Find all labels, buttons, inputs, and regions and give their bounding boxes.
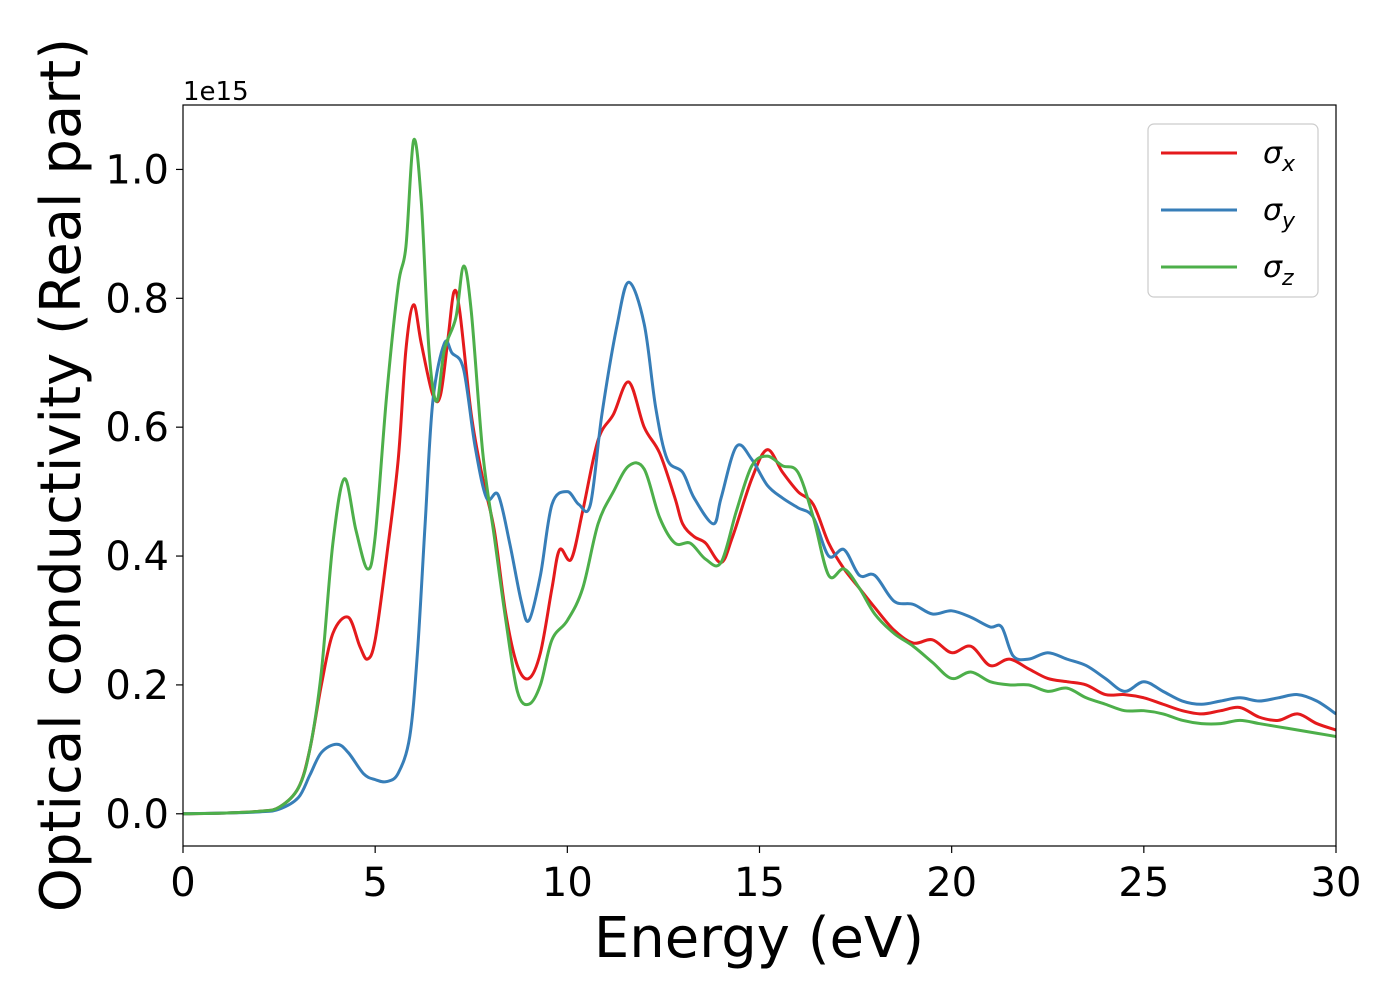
series-line-y [183,280,1336,816]
legend-label-z: σz [1263,250,1294,291]
legend-label-x: σx [1263,136,1296,177]
y-tick-label: 0.0 [105,792,169,838]
y-offset-label: 1e15 [183,77,249,107]
x-tick-label: 30 [1311,860,1362,906]
y-tick-label: 0.2 [105,663,169,709]
legend-label-y: σy [1263,193,1296,234]
y-tick-label: 0.6 [105,405,169,451]
x-axis-label: Energy (eV) [594,906,924,971]
y-tick-label: 1.0 [105,147,169,193]
x-tick-label: 20 [926,860,977,906]
x-tick-label: 5 [362,860,387,906]
series-line-z [183,137,1336,816]
y-axis-label: Optical conductivity (Real part) [29,38,94,912]
series-layer [183,137,1336,816]
legend: σx σy σz [1147,123,1319,298]
x-tick-label: 0 [170,860,195,906]
y-axis-ticks: 0.0 0.2 0.4 0.6 0.8 1.0 [105,147,183,838]
x-tick-label: 10 [542,860,593,906]
y-tick-label: 0.8 [105,276,169,322]
x-tick-label: 15 [734,860,785,906]
series-line-x [183,288,1336,816]
x-axis-ticks: 0 5 10 15 20 25 30 [170,846,1361,906]
y-tick-label: 0.4 [105,534,169,580]
x-tick-label: 25 [1118,860,1169,906]
